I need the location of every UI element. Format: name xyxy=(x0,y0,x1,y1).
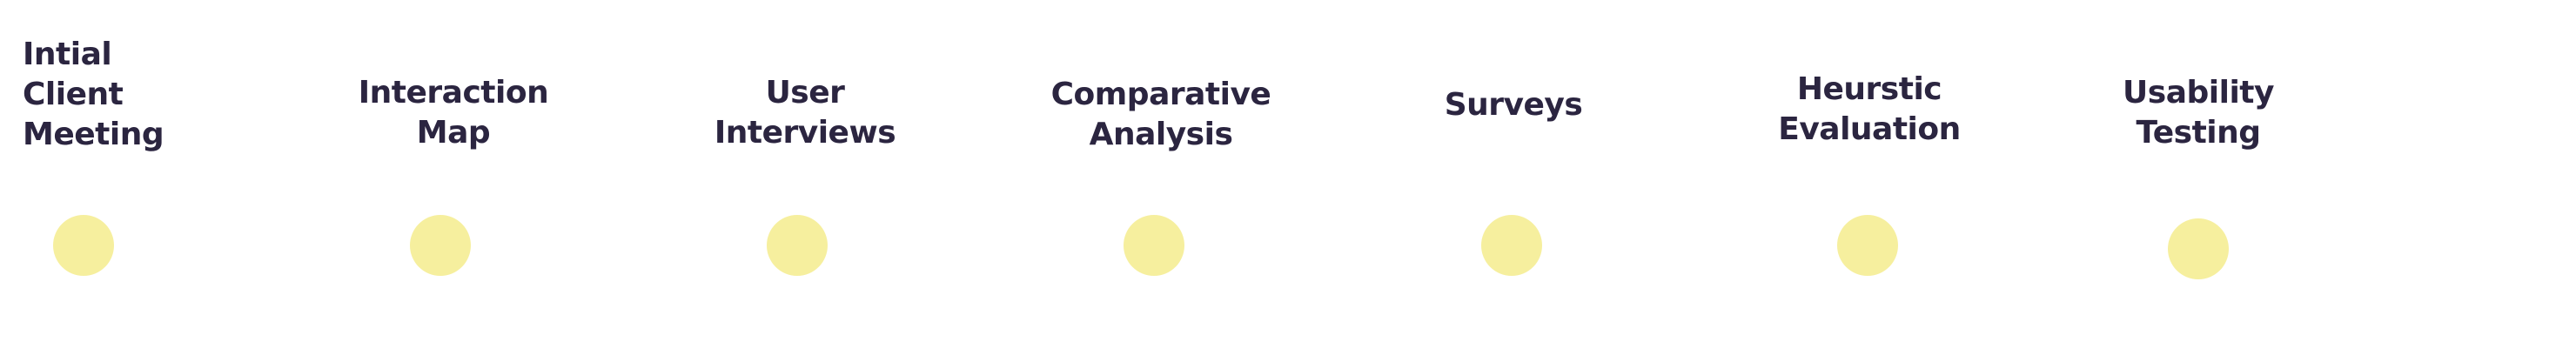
step-label: Comparative Analysis xyxy=(1050,77,1271,152)
step-marker-dot xyxy=(53,215,114,276)
step-marker-dot xyxy=(1481,215,1542,276)
step-marker-dot xyxy=(410,215,471,276)
step-marker-dot xyxy=(2168,218,2229,279)
step-label: Heurstic Evaluation xyxy=(1778,71,1961,147)
step-marker-dot xyxy=(767,215,828,276)
step-label: User Interviews xyxy=(714,75,896,151)
step-marker-dot xyxy=(1124,215,1184,276)
step-label: Surveys xyxy=(1444,87,1583,123)
step-marker-dot xyxy=(1837,215,1898,276)
step-label: Interaction Map xyxy=(358,75,549,151)
step-label: Usability Testing xyxy=(2123,75,2274,151)
step-label: Intial Client Meeting xyxy=(23,37,164,152)
